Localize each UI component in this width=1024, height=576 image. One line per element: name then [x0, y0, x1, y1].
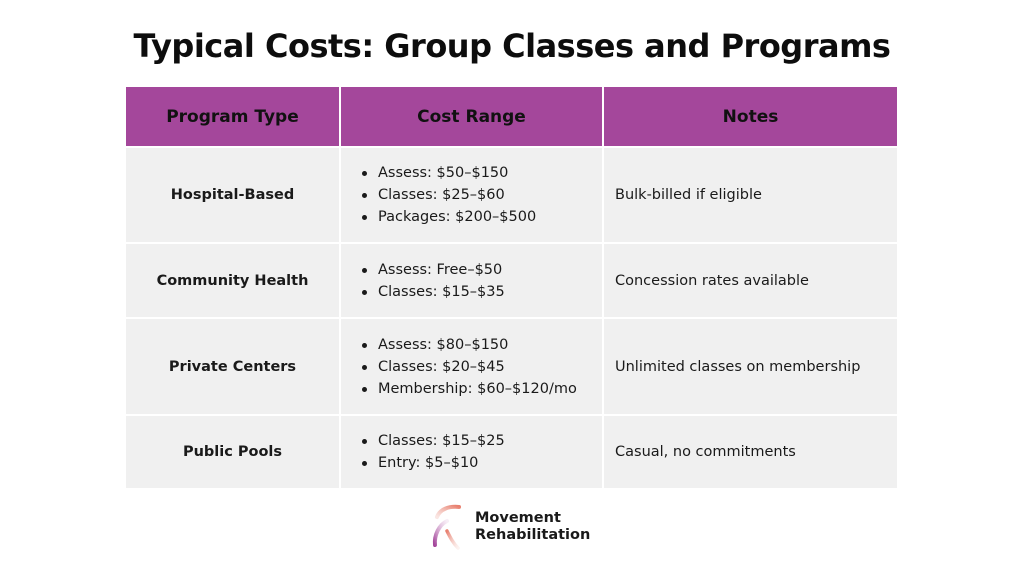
- brand-name-line2: Rehabilitation: [475, 527, 591, 543]
- cost-item: Assess: $80–$150: [358, 334, 602, 356]
- notes-cell: Concession rates available: [604, 242, 897, 317]
- cost-range-cell: Assess: $80–$150 Classes: $20–$45 Member…: [341, 317, 604, 414]
- table-row: Private Centers Assess: $80–$150 Classes…: [126, 317, 897, 414]
- notes-cell: Bulk-billed if eligible: [604, 146, 897, 242]
- table-row: Hospital-Based Assess: $50–$150 Classes:…: [126, 146, 897, 242]
- cost-range-cell: Assess: Free–$50 Classes: $15–$35: [341, 242, 604, 317]
- movement-rehabilitation-logo-icon: [432, 504, 461, 550]
- table-row: Public Pools Classes: $15–$25 Entry: $5–…: [126, 414, 897, 488]
- cost-item: Classes: $20–$45: [358, 356, 602, 378]
- costs-table: Program Type Cost Range Notes Hospital-B…: [126, 87, 897, 488]
- brand-name: Movement Rehabilitation: [475, 510, 590, 544]
- cost-list: Classes: $15–$25 Entry: $5–$10: [341, 430, 602, 474]
- header-notes: Notes: [604, 87, 897, 146]
- header-program-type: Program Type: [126, 87, 341, 146]
- cost-range-cell: Classes: $15–$25 Entry: $5–$10: [341, 414, 604, 488]
- page-title: Typical Costs: Group Classes and Program…: [133, 27, 891, 65]
- cost-list: Assess: $50–$150 Classes: $25–$60 Packag…: [341, 162, 602, 228]
- program-type-cell: Community Health: [126, 242, 341, 317]
- notes-cell: Casual, no commitments: [604, 414, 897, 488]
- brand-logo: Movement Rehabilitation: [431, 503, 601, 551]
- program-type-cell: Private Centers: [126, 317, 341, 414]
- cost-item: Classes: $25–$60: [358, 184, 602, 206]
- cost-item: Assess: $50–$150: [358, 162, 602, 184]
- cost-item: Packages: $200–$500: [358, 206, 602, 228]
- cost-list: Assess: $80–$150 Classes: $20–$45 Member…: [341, 334, 602, 400]
- program-type-cell: Hospital-Based: [126, 146, 341, 242]
- brand-name-line1: Movement: [475, 510, 561, 526]
- cost-item: Classes: $15–$35: [358, 281, 602, 303]
- notes-cell: Unlimited classes on membership: [604, 317, 897, 414]
- cost-item: Membership: $60–$120/mo: [358, 378, 602, 400]
- cost-item: Classes: $15–$25: [358, 430, 602, 452]
- cost-item: Assess: Free–$50: [358, 259, 602, 281]
- header-cost-range: Cost Range: [341, 87, 604, 146]
- cost-range-cell: Assess: $50–$150 Classes: $25–$60 Packag…: [341, 146, 604, 242]
- table-row: Community Health Assess: Free–$50 Classe…: [126, 242, 897, 317]
- program-type-cell: Public Pools: [126, 414, 341, 488]
- table-header-row: Program Type Cost Range Notes: [126, 87, 897, 146]
- cost-item: Entry: $5–$10: [358, 452, 602, 474]
- cost-list: Assess: Free–$50 Classes: $15–$35: [341, 259, 602, 303]
